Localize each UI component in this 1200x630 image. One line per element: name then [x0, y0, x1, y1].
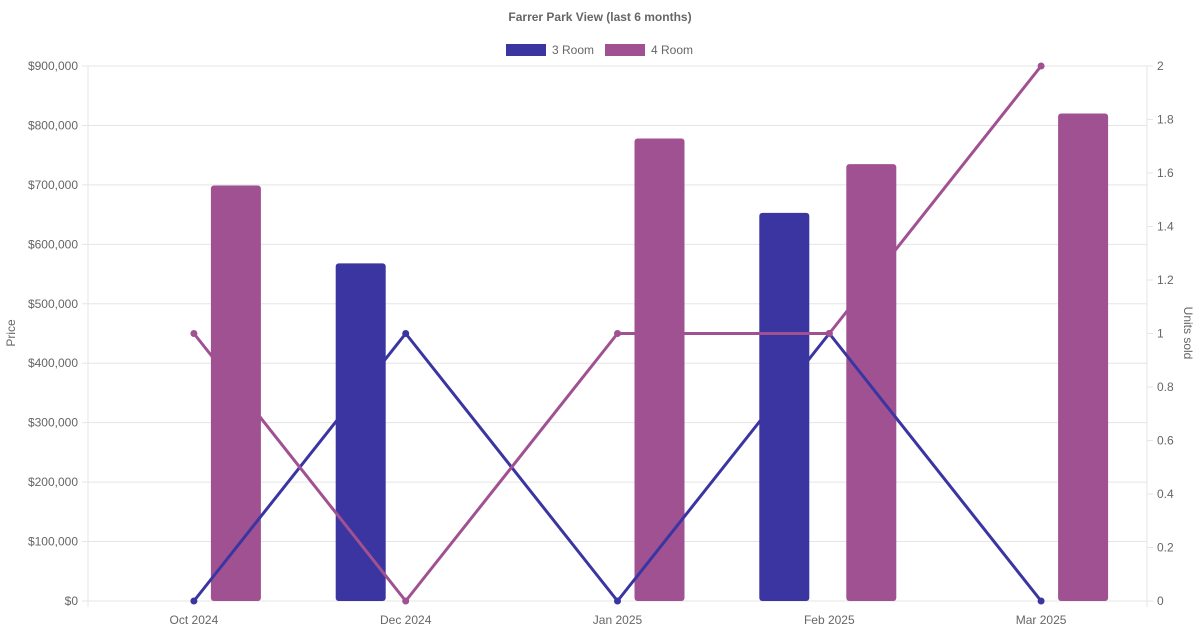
- x-tick-label: Oct 2024: [170, 613, 219, 627]
- point-4-room: [614, 330, 621, 337]
- y2-tick-label: 1: [1157, 327, 1164, 341]
- point-3-room: [190, 597, 198, 605]
- y-tick-label: $0: [65, 594, 79, 608]
- y-tick-label: $100,000: [28, 535, 78, 549]
- point-4-room: [402, 597, 410, 605]
- y-tick-label: $200,000: [28, 475, 78, 489]
- y2-tick-label: 1.4: [1157, 220, 1174, 234]
- y-axis-title: Price: [4, 319, 18, 347]
- point-3-room: [614, 597, 621, 605]
- chart-axes: $0 $100,000 $200,000 $300,000 $400,000 $500,0…: [28, 59, 1174, 627]
- legend-label-4-room: 4 Room: [651, 43, 693, 57]
- bar-4-room: [210, 185, 261, 601]
- y2-tick-label: 0.8: [1157, 380, 1174, 394]
- bar-4-room: [846, 164, 897, 602]
- y2-tick-label: 1.8: [1157, 113, 1174, 127]
- y-tick-label: $800,000: [28, 118, 78, 132]
- x-tick-label: Jan 2025: [593, 613, 643, 627]
- x-tick-label: Feb 2025: [804, 613, 855, 627]
- bar-4-room: [634, 138, 685, 601]
- chart-points: [190, 62, 1045, 605]
- y-tick-label: $600,000: [28, 237, 78, 251]
- x-tick-label: Dec 2024: [380, 613, 432, 627]
- point-3-room: [402, 330, 410, 337]
- y2-axis-title: Units sold: [1181, 307, 1195, 360]
- y2-tick-label: 2: [1157, 59, 1164, 73]
- bar-4-room: [1058, 113, 1109, 602]
- y-tick-label: $400,000: [28, 356, 78, 370]
- y2-tick-label: 1.2: [1157, 273, 1174, 287]
- y2-tick-label: 0: [1157, 594, 1164, 608]
- legend-swatch-4-room: [605, 44, 645, 56]
- y2-tick-label: 0.2: [1157, 541, 1174, 555]
- point-4-room: [1037, 62, 1045, 70]
- legend-label-3-room: 3 Room: [552, 43, 594, 57]
- point-3-room: [1037, 597, 1045, 605]
- chart-legend: 3 Room 4 Room: [506, 43, 693, 57]
- bar-3-room: [759, 212, 810, 602]
- legend-swatch-3-room: [506, 44, 546, 56]
- chart-title: Farrer Park View (last 6 months): [508, 10, 691, 24]
- y-tick-label: $900,000: [28, 59, 78, 73]
- y2-tick-label: 0.4: [1157, 487, 1174, 501]
- point-4-room: [190, 330, 198, 337]
- y2-tick-label: 0.6: [1157, 434, 1174, 448]
- y-tick-label: $700,000: [28, 178, 78, 192]
- line-3-room: [192, 332, 1043, 603]
- bar-3-room: [335, 263, 386, 601]
- y-tick-label: $300,000: [28, 416, 78, 430]
- chart-bars: [210, 113, 1109, 602]
- y2-tick-label: 1.6: [1157, 166, 1174, 180]
- y-tick-label: $500,000: [28, 297, 78, 311]
- x-tick-label: Mar 2025: [1016, 613, 1067, 627]
- point-4-room: [825, 330, 833, 337]
